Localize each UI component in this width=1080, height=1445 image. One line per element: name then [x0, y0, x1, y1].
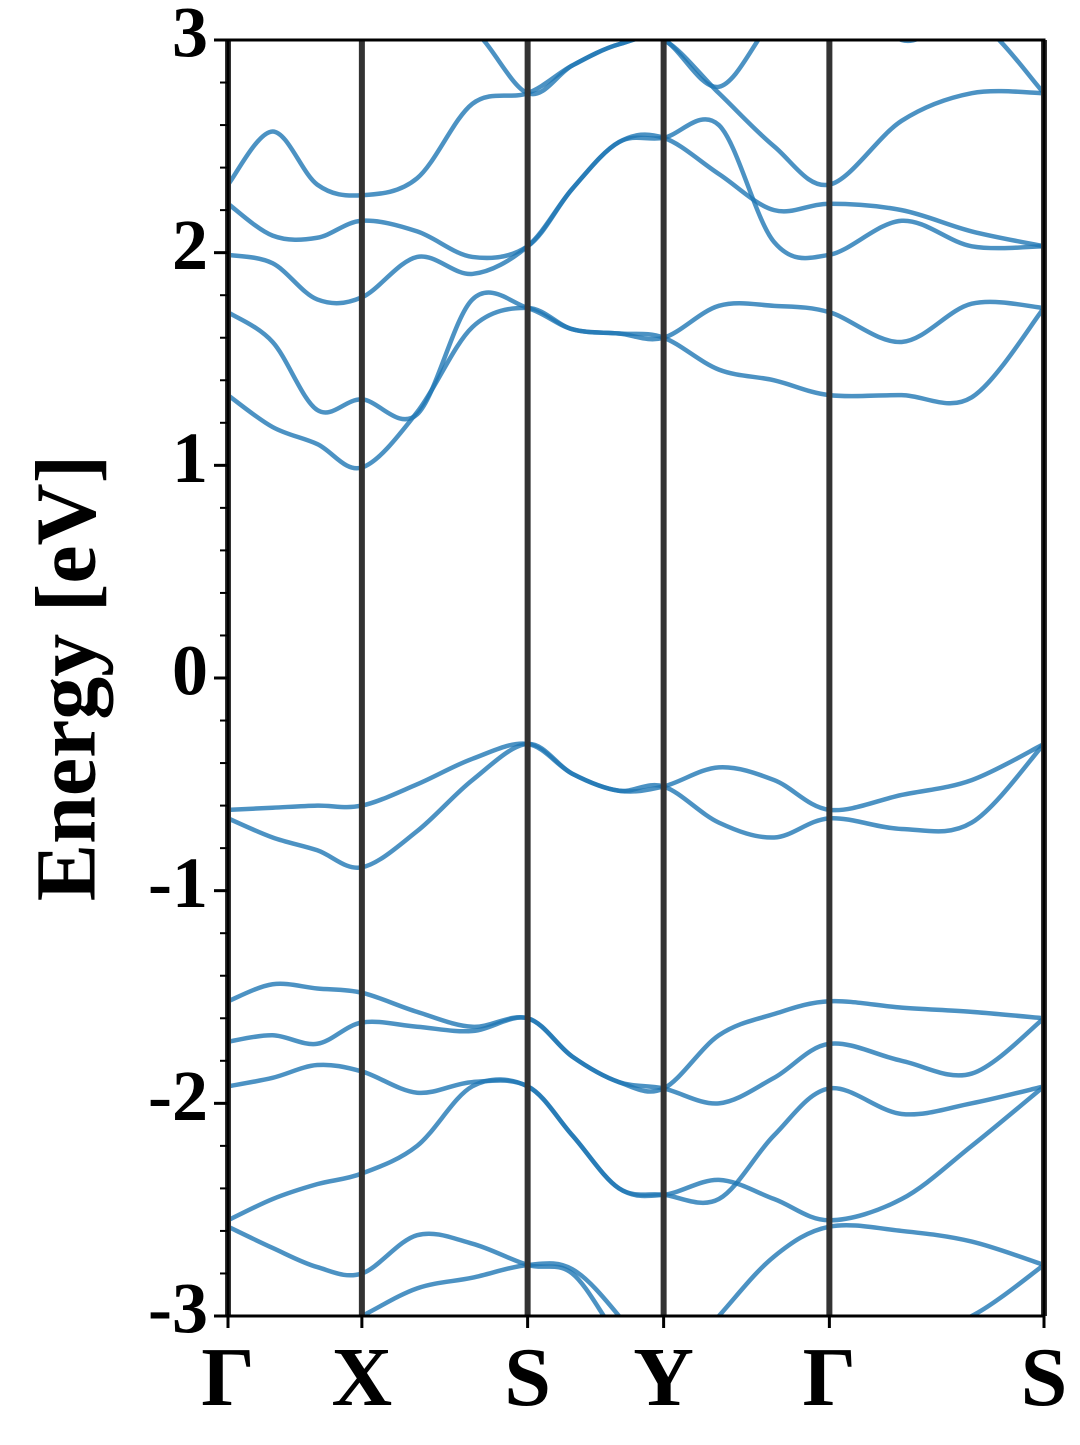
band-line — [228, 40, 1044, 198]
x-tick-label: S — [504, 1331, 551, 1424]
y-tick-label: 1 — [172, 418, 208, 498]
band-line — [228, 741, 1044, 870]
band-line — [228, 981, 1044, 1094]
band-line — [228, 1222, 1044, 1316]
band-line — [228, 117, 1044, 261]
y-tick-label: 0 — [172, 631, 208, 711]
y-tick-label: -3 — [148, 1269, 208, 1349]
y-tick-label: -2 — [148, 1056, 208, 1136]
band-line — [480, 40, 1044, 188]
x-tick-label: X — [332, 1331, 393, 1424]
x-tick-label: Y — [633, 1331, 694, 1424]
band-line — [228, 290, 1044, 422]
band-line — [228, 305, 1044, 471]
band-line — [228, 1077, 1044, 1223]
x-tick-label: Γ — [201, 1331, 254, 1424]
band-line — [228, 1015, 1044, 1106]
y-axis-label: Energy [eV] — [18, 455, 114, 902]
y-tick-label: 2 — [172, 205, 208, 285]
band-line — [228, 741, 1044, 813]
x-tick-label: S — [1021, 1331, 1068, 1424]
plot-frame — [226, 38, 1046, 1318]
y-tick-label: -1 — [148, 843, 208, 923]
band-line — [356, 1261, 1044, 1316]
y-tick-label: 3 — [172, 0, 208, 73]
band-line — [228, 132, 1044, 306]
bands — [228, 40, 1044, 1316]
x-tick-label: Γ — [803, 1331, 856, 1424]
